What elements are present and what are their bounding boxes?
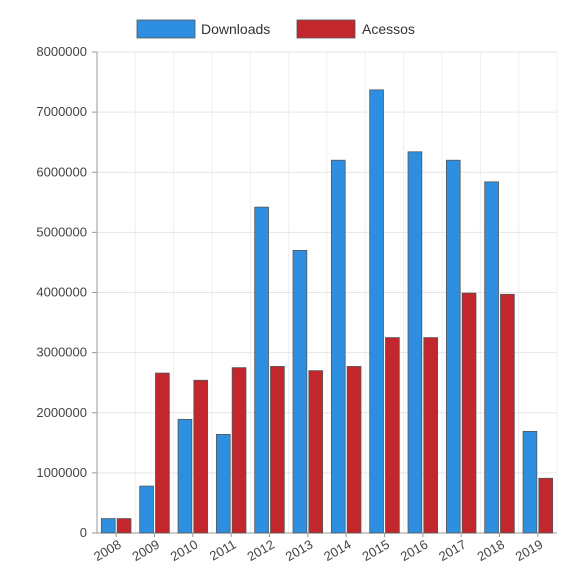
x-tick-label: 2015 bbox=[359, 537, 392, 564]
y-tick-label: 1000000 bbox=[36, 465, 87, 480]
y-tick-label: 6000000 bbox=[36, 164, 87, 179]
y-tick-label: 0 bbox=[80, 525, 87, 540]
x-tick-label: 2008 bbox=[91, 537, 124, 564]
bar-acessos-2012[interactable] bbox=[270, 366, 285, 534]
x-tick-label: 2010 bbox=[168, 537, 201, 564]
bar-downloads-2008[interactable] bbox=[100, 518, 116, 534]
bar-acessos-2019[interactable] bbox=[538, 477, 554, 534]
x-tick-label: 2013 bbox=[283, 537, 316, 564]
bar-acessos-2009[interactable] bbox=[155, 372, 170, 534]
y-tick-label: 4000000 bbox=[36, 285, 87, 300]
bar-downloads-2014[interactable] bbox=[330, 159, 346, 534]
bar-acessos-2008[interactable] bbox=[116, 518, 132, 534]
y-tick-label: 7000000 bbox=[36, 104, 87, 119]
legend-label-acessos[interactable]: Acessos bbox=[362, 21, 415, 37]
bar-downloads-2009[interactable] bbox=[139, 485, 154, 534]
bar-downloads-2013[interactable] bbox=[292, 250, 308, 534]
x-tick-label: 2012 bbox=[244, 537, 277, 564]
bar-downloads-2015[interactable] bbox=[369, 89, 384, 534]
bar-downloads-2011[interactable] bbox=[215, 433, 231, 534]
x-tick-label: 2009 bbox=[129, 537, 162, 564]
x-tick-label: 2018 bbox=[474, 537, 507, 564]
legend: Downloads Acessos bbox=[136, 19, 415, 39]
bar-downloads-2010[interactable] bbox=[177, 418, 193, 534]
x-tick-label: 2011 bbox=[207, 537, 239, 564]
x-axis-ticks: 2008 2009 2010 2011 2012 2013 2014 2015 2016 2017… bbox=[91, 533, 545, 564]
legend-swatch-acessos[interactable] bbox=[296, 19, 356, 39]
y-tick-label: 8000000 bbox=[36, 44, 87, 59]
legend-label-downloads[interactable]: Downloads bbox=[201, 21, 270, 37]
bar-acessos-2014[interactable] bbox=[346, 366, 362, 534]
y-tick-label: 3000000 bbox=[36, 345, 87, 360]
bar-acessos-2018[interactable] bbox=[500, 293, 515, 534]
y-tick-label: 5000000 bbox=[36, 224, 87, 239]
x-tick-label: 2019 bbox=[513, 537, 546, 564]
x-tick-label: 2014 bbox=[321, 537, 354, 564]
bar-downloads-2016[interactable] bbox=[407, 151, 423, 534]
bar-downloads-2018[interactable] bbox=[484, 181, 499, 534]
bar-acessos-2011[interactable] bbox=[231, 367, 247, 534]
y-axis-ticks: 0 1000000 2000000 3000000 4000000 5000000 6000… bbox=[36, 44, 97, 540]
legend-swatch-downloads[interactable] bbox=[136, 19, 196, 39]
x-tick-label: 2016 bbox=[398, 537, 431, 564]
bar-acessos-2015[interactable] bbox=[385, 337, 400, 534]
bar-downloads-2017[interactable] bbox=[445, 159, 461, 534]
bar-acessos-2010[interactable] bbox=[193, 379, 209, 534]
bars bbox=[100, 89, 554, 534]
bar-downloads-2019[interactable] bbox=[522, 430, 538, 534]
bar-acessos-2016[interactable] bbox=[423, 337, 439, 534]
x-tick-label: 2017 bbox=[436, 537, 469, 564]
bar-acessos-2017[interactable] bbox=[461, 292, 477, 534]
y-tick-label: 2000000 bbox=[36, 405, 87, 420]
bar-acessos-2013[interactable] bbox=[308, 370, 324, 534]
bar-downloads-2012[interactable] bbox=[254, 206, 269, 534]
